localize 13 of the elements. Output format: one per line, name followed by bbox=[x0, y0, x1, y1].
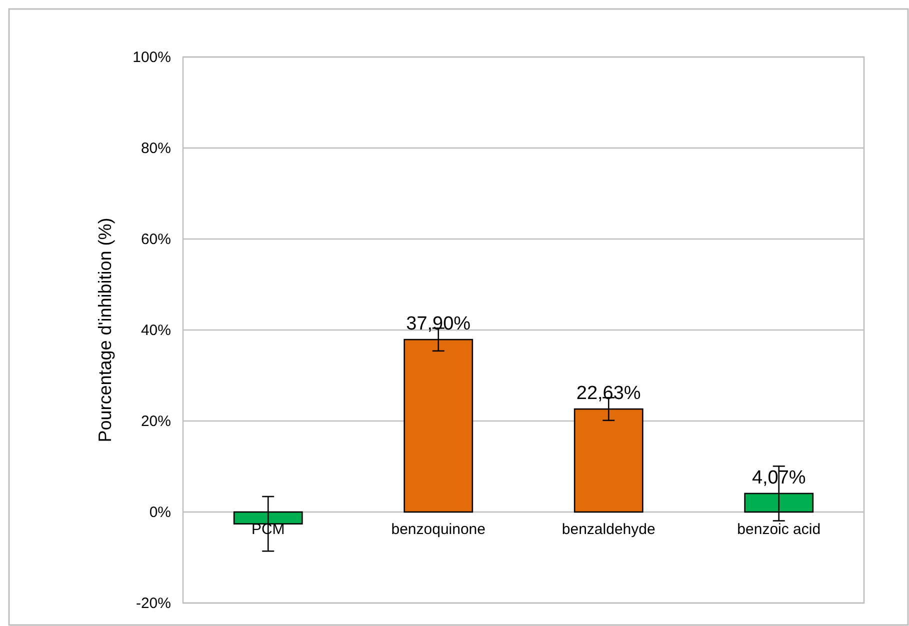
x-tick-label: benzaldehyde bbox=[562, 521, 656, 538]
x-tick-label: benzoquinone bbox=[391, 521, 486, 538]
x-tick-label: benzoic acid bbox=[737, 521, 821, 538]
y-axis-title: Pourcentage d'inhibition (%) bbox=[95, 218, 115, 442]
y-tick-label: 80% bbox=[140, 140, 171, 157]
y-tick-label: 40% bbox=[140, 322, 171, 339]
data-label: 37,90% bbox=[406, 314, 471, 335]
y-tick-label: 20% bbox=[140, 413, 171, 430]
y-tick-label: 0% bbox=[149, 504, 171, 521]
y-tick-label: -20% bbox=[136, 595, 171, 612]
y-tick-label: 100% bbox=[132, 49, 171, 66]
data-label: 22,63% bbox=[576, 383, 641, 404]
y-tick-label: 60% bbox=[140, 231, 171, 248]
